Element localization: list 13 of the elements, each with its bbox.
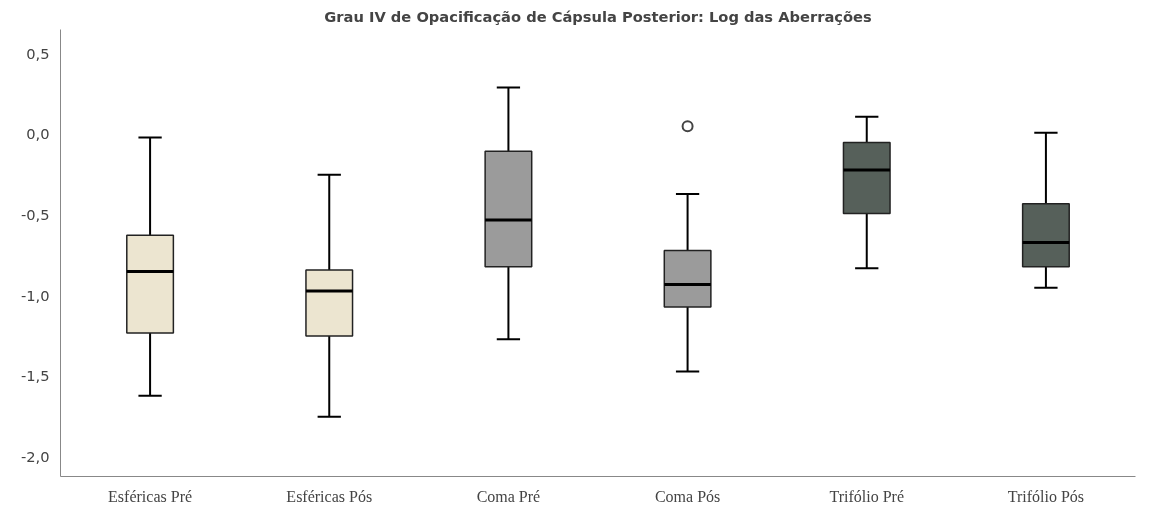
x-tick-label: Trifólio Pós <box>1007 487 1085 505</box>
x-tick-label: Trifólio Pré <box>829 487 905 505</box>
y-tick-label: -1,0 <box>20 286 50 304</box>
y-tick-label: -2,0 <box>20 448 50 466</box>
x-tick-label: Coma Pós <box>654 487 721 505</box>
x-tick-label: Coma Pré <box>476 487 541 505</box>
y-tick-label: -1,5 <box>20 367 50 385</box>
y-tick-label: 0,5 <box>26 44 50 62</box>
y-tick-label: 0,0 <box>26 125 50 143</box>
chart-title: Grau IV de Opacificação de Cápsula Posterior: Log das Aberrações <box>324 7 872 25</box>
x-tick-label: Esféricas Pós <box>286 487 373 505</box>
y-tick-label: -0,5 <box>20 206 50 224</box>
x-tick-label: Esféricas Pré <box>108 487 193 505</box>
